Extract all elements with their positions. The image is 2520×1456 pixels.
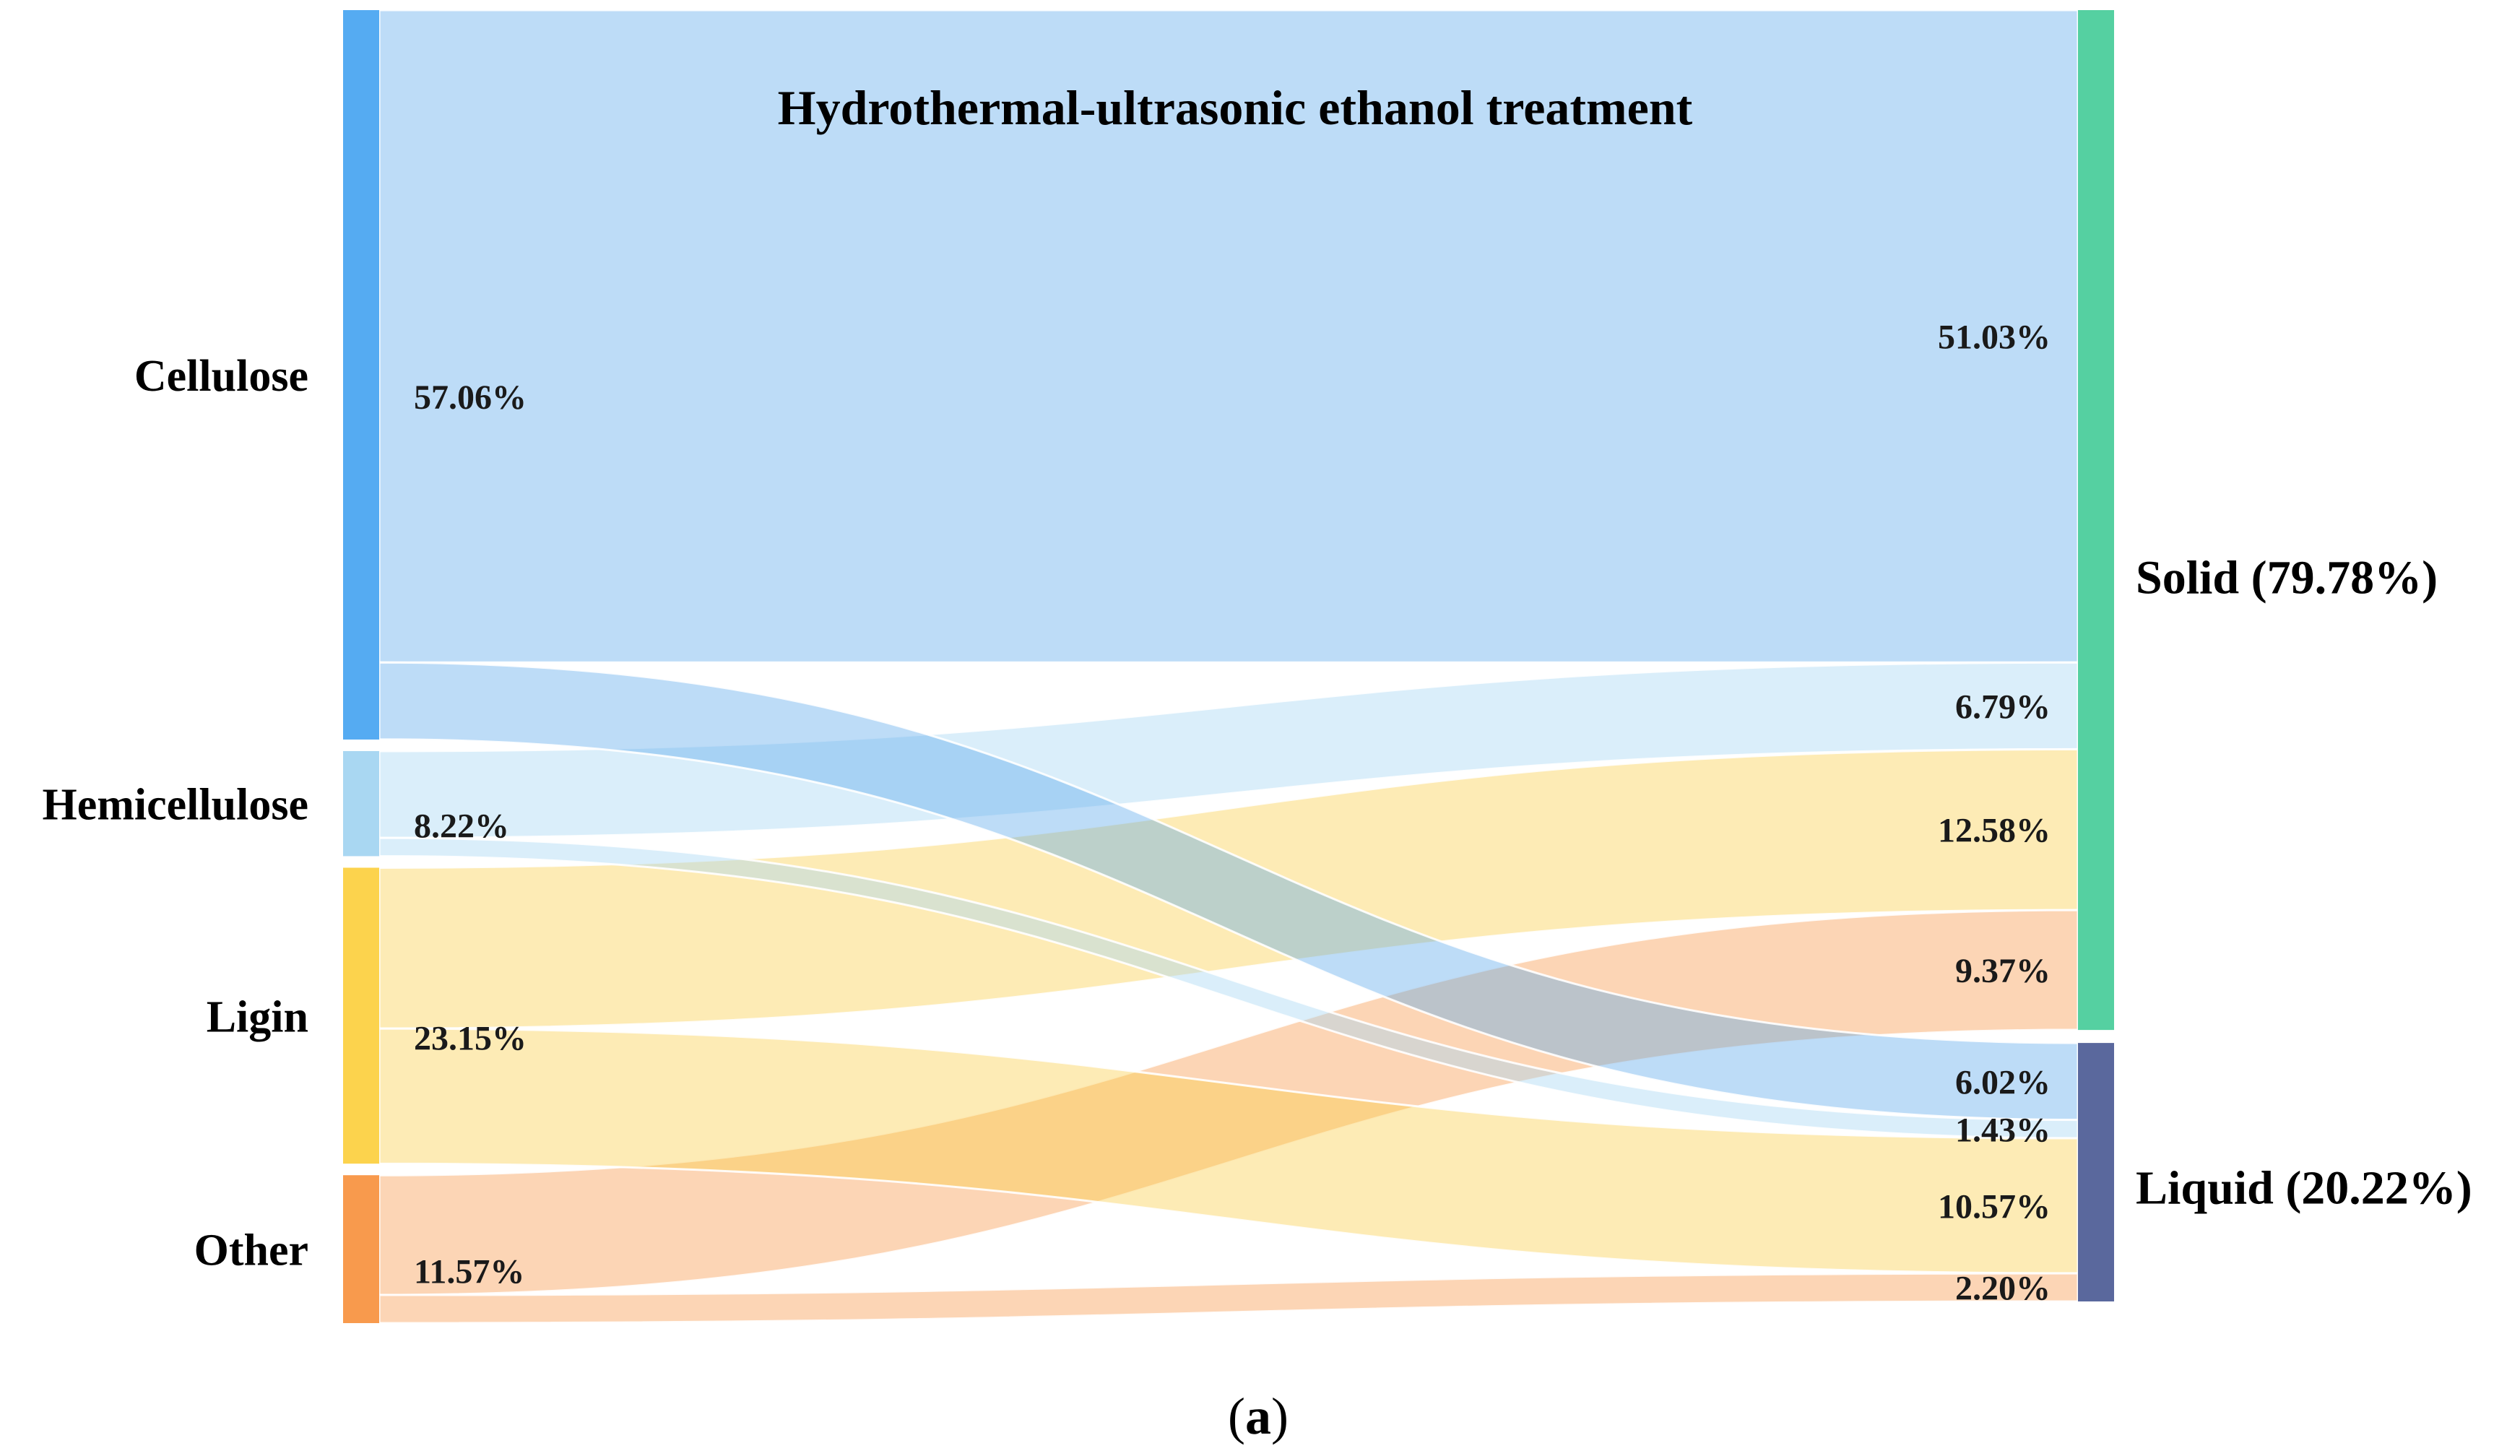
node-other <box>343 1175 379 1323</box>
source-percent-hemicellulose: 8.22% <box>414 807 509 846</box>
sankey-flows-layer <box>378 9 2079 1325</box>
sankey-nodes-layer <box>343 10 2114 1323</box>
node-ligin <box>343 867 379 1164</box>
flow-percent-cellulose-solid: 51.03% <box>1938 318 2051 357</box>
node-liquid <box>2078 1043 2114 1301</box>
flow-percent-hemicellulose-solid: 6.79% <box>1955 688 2051 726</box>
node-label-ligin: Ligin <box>207 992 308 1041</box>
source-percent-cellulose: 57.06% <box>414 378 527 417</box>
figure-caption: (a) <box>1228 1387 1289 1445</box>
node-label-solid: Solid (79.78%) <box>2136 552 2438 604</box>
node-label-liquid: Liquid (20.22%) <box>2136 1162 2472 1215</box>
flow-percent-ligin-solid: 12.58% <box>1938 812 2051 850</box>
flow-percent-hemicellulose-liquid: 1.43% <box>1955 1111 2051 1149</box>
sankey-labels-layer: 51.03% 6.79% 12.58% 9.37% 6.02% 1.43% 10.57% 2.… <box>43 318 2472 1308</box>
node-cellulose <box>343 10 379 740</box>
caption-letter: a <box>1245 1387 1271 1445</box>
node-label-cellulose: Cellulose <box>134 352 308 401</box>
flow-percent-ligin-liquid: 10.57% <box>1938 1188 2051 1226</box>
flow-percent-other-liquid: 2.20% <box>1955 1270 2051 1308</box>
node-label-other: Other <box>194 1226 308 1275</box>
caption-open-paren: ( <box>1228 1387 1245 1445</box>
node-label-hemicellulose: Hemicellulose <box>43 781 308 830</box>
flow-percent-cellulose-liquid: 6.02% <box>1955 1063 2051 1101</box>
node-solid <box>2078 10 2114 1031</box>
caption-close-paren: ) <box>1271 1387 1289 1445</box>
source-percent-ligin: 23.15% <box>414 1019 527 1057</box>
chart-title: Hydrothermal-ultrasonic ethanol treatmen… <box>778 80 1693 135</box>
source-percent-other: 11.57% <box>414 1253 524 1291</box>
flow-percent-other-solid: 9.37% <box>1955 952 2051 990</box>
node-hemicellulose <box>343 750 379 857</box>
